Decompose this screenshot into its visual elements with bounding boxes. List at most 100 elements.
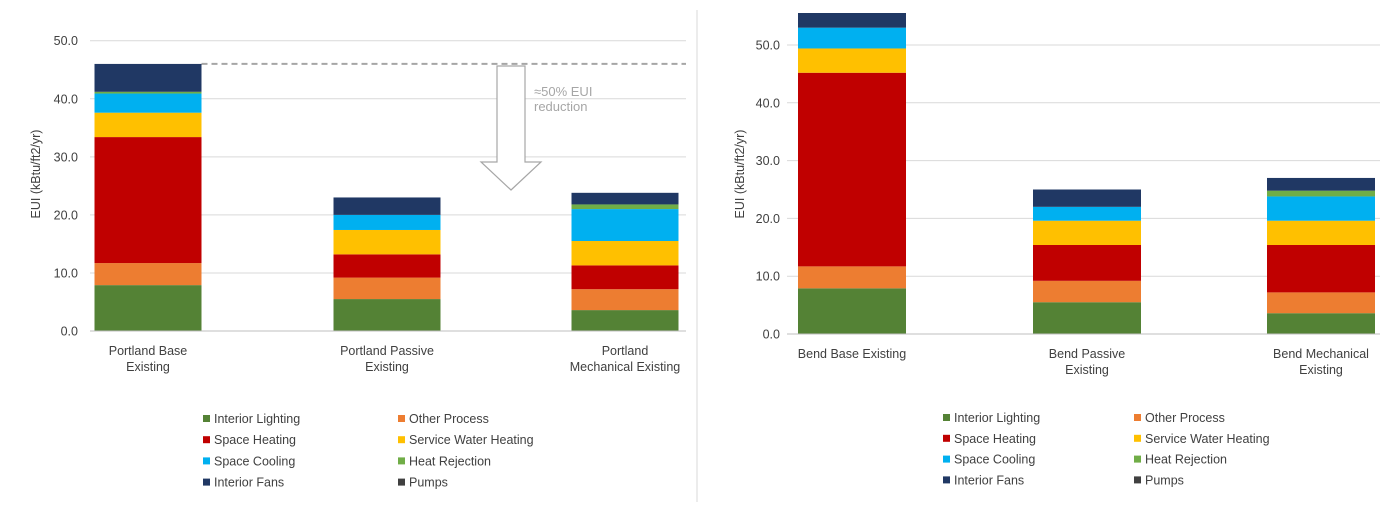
legend-item: Interior Fans <box>203 476 284 490</box>
legend-item: Space Heating <box>203 433 296 447</box>
legend-swatch <box>398 415 405 422</box>
annotation-text: reduction <box>534 99 587 114</box>
legend-swatch <box>203 478 210 486</box>
y-tick-label: 10.0 <box>54 266 78 280</box>
y-tick-label: 50.0 <box>54 34 78 48</box>
bars-group <box>798 13 1375 334</box>
bar-segment-interior-fans <box>1267 177 1375 191</box>
legend-label: Interior Fans <box>954 473 1024 487</box>
legend-label: Space Cooling <box>214 454 295 468</box>
bar-segment-service-water-heating <box>94 112 202 138</box>
bar-segment-space-heating <box>1033 244 1141 281</box>
legend-item: Pumps <box>1134 473 1184 487</box>
portland-chart-panel: 0.0 10.0 20.0 30.0 40.0 50.0 EUI (kBtu/ft2/yr)… <box>29 34 686 490</box>
legend-label: Other Process <box>1145 411 1225 425</box>
legend-item: Pumps <box>398 476 448 490</box>
legend-item: Other Process <box>1134 411 1225 425</box>
bar-segment-heat-rejection <box>94 91 202 94</box>
bar-segment-other-process <box>1033 280 1141 303</box>
reduction-arrow-icon <box>479 65 543 191</box>
bar-segment-interior-fans <box>571 192 679 205</box>
bar-segment-service-water-heating <box>571 241 679 266</box>
legend-swatch <box>943 414 950 421</box>
legend-label: Pumps <box>409 476 448 490</box>
bar-segment-interior-fans <box>94 63 202 92</box>
bar-segment-service-water-heating <box>798 48 906 73</box>
bar-segment-space-cooling <box>94 93 202 113</box>
bend-chart-panel: 0.0 10.0 20.0 30.0 40.0 50.0 EUI (kBtu/ft2/yr)… <box>733 13 1380 487</box>
bar-segment-space-cooling <box>1033 206 1141 221</box>
legend-item: Interior Lighting <box>943 411 1040 425</box>
x-category-label: Mechanical Existing <box>570 360 681 374</box>
x-category-label: Existing <box>126 360 170 374</box>
legend-label: Interior Fans <box>214 476 284 490</box>
bar-segment-service-water-heating <box>1267 220 1375 245</box>
x-category-label: Existing <box>1065 363 1109 377</box>
bar-segment-interior-fans <box>333 197 441 215</box>
bar-segment-interior-lighting <box>571 310 679 331</box>
legend-label: Service Water Heating <box>1145 432 1270 446</box>
bar-segment-other-process <box>571 289 679 311</box>
bar-segment-space-cooling <box>333 214 441 230</box>
y-tick-label: 30.0 <box>756 154 780 168</box>
y-tick-label: 50.0 <box>756 39 780 53</box>
legend-item: Interior Fans <box>943 473 1024 487</box>
y-axis-label: EUI (kBtu/ft2/yr) <box>733 130 747 219</box>
legend-swatch <box>1134 414 1141 421</box>
legend-label: Space Heating <box>954 432 1036 446</box>
legend-item: Space Cooling <box>943 453 1035 467</box>
legend-swatch <box>203 436 210 444</box>
legend-item: Space Heating <box>943 432 1036 446</box>
legend-swatch <box>943 476 950 484</box>
bar-segment-heat-rejection <box>1267 190 1375 197</box>
y-tick-label: 10.0 <box>756 270 780 284</box>
legend-label: Heat Rejection <box>409 454 491 468</box>
bar-segment-service-water-heating <box>333 229 441 255</box>
bar-segment-other-process <box>1267 292 1375 314</box>
bar-segment-service-water-heating <box>1033 220 1141 245</box>
legend-item: Service Water Heating <box>1134 432 1270 446</box>
legend-label: Heat Rejection <box>1145 453 1227 467</box>
annotation-text: ≈50% EUI <box>534 84 592 99</box>
x-category-label: Portland Base <box>109 344 188 358</box>
bar-segment-other-process <box>333 277 441 300</box>
x-category-label: Bend Base Existing <box>798 347 906 361</box>
y-tick-label: 0.0 <box>763 328 780 342</box>
legend-item: Interior Lighting <box>203 412 300 426</box>
y-tick-label: 20.0 <box>756 212 780 226</box>
bar-segment-interior-lighting <box>798 288 906 334</box>
legend-label: Interior Lighting <box>954 411 1040 425</box>
legend-item: Other Process <box>398 412 489 426</box>
legend-swatch <box>1134 455 1141 463</box>
legend-swatch <box>203 415 210 422</box>
legend-swatch <box>1134 434 1141 442</box>
legend-swatch <box>398 478 405 486</box>
bar-segment-other-process <box>94 263 202 286</box>
legend-item: Service Water Heating <box>398 433 534 447</box>
legend-label: Interior Lighting <box>214 412 300 426</box>
legend-label: Other Process <box>409 412 489 426</box>
bar-segment-interior-lighting <box>1033 302 1141 334</box>
x-category-label: Bend Passive <box>1049 347 1125 361</box>
bar-segment-space-cooling <box>571 209 679 242</box>
legend-label: Space Cooling <box>954 453 1035 467</box>
bar-segment-interior-fans <box>1033 189 1141 207</box>
x-category-label: Portland <box>602 344 649 358</box>
bar-segment-interior-lighting <box>1267 313 1375 334</box>
bar-segment-space-cooling <box>798 27 906 49</box>
y-tick-label: 40.0 <box>756 96 780 110</box>
legend-label: Space Heating <box>214 433 296 447</box>
y-tick-label: 30.0 <box>54 150 78 164</box>
bar-segment-heat-rejection <box>571 204 679 210</box>
bar-segment-interior-lighting <box>94 285 202 331</box>
legend-label: Pumps <box>1145 473 1184 487</box>
x-category-label: Portland Passive <box>340 344 434 358</box>
legend-swatch <box>1134 476 1141 484</box>
bars-group <box>94 63 679 331</box>
bar-segment-space-heating <box>798 72 906 267</box>
legend-item: Heat Rejection <box>398 454 491 468</box>
legend-swatch <box>943 434 950 442</box>
x-category-label: Bend Mechanical <box>1273 347 1369 361</box>
